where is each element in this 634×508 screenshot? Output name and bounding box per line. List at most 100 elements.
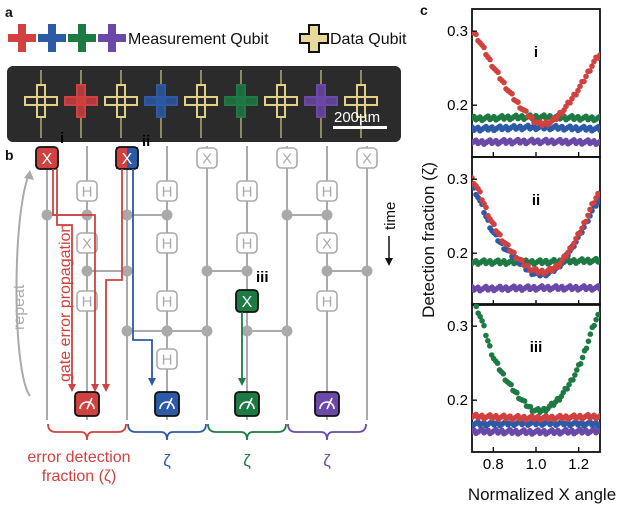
plot-panel-ii: 0.2 0.3 ii bbox=[447, 156, 601, 306]
x-gate: X bbox=[76, 232, 98, 254]
propagation-path-red bbox=[105, 169, 123, 390]
cnot-target-dot bbox=[321, 209, 333, 221]
detection-fraction-plots: 0.2 0.3 i 0.2 0.3 ii 0.2 0.3 iii 0.8 1.0 1.2 bbox=[447, 8, 601, 473]
series-red bbox=[472, 29, 600, 129]
scale-bar bbox=[333, 126, 387, 129]
series-green bbox=[472, 255, 600, 267]
cnot-control-dot bbox=[241, 325, 253, 337]
data-point bbox=[511, 249, 517, 256]
gate-label: H bbox=[322, 184, 333, 201]
gate-label: X bbox=[282, 151, 292, 168]
series-purple bbox=[472, 426, 600, 437]
cnot-target-dot bbox=[121, 265, 133, 277]
chip-measurement-qubit-green bbox=[224, 70, 258, 138]
data-point bbox=[479, 318, 485, 324]
cnot-control-dot bbox=[201, 265, 213, 277]
data-point bbox=[566, 381, 572, 388]
data-point bbox=[570, 377, 576, 383]
data-point bbox=[491, 221, 497, 228]
time-arrowhead-icon bbox=[385, 258, 393, 266]
data-point bbox=[483, 204, 489, 211]
repeat-arrow bbox=[15, 171, 31, 397]
marker-i: i bbox=[60, 130, 64, 147]
chip-image: 200µm bbox=[7, 66, 401, 142]
meter-needle-icon bbox=[86, 397, 93, 410]
meter-needle-icon bbox=[326, 397, 333, 410]
data-point bbox=[579, 225, 585, 232]
data-point bbox=[573, 92, 579, 98]
data-point bbox=[571, 240, 577, 247]
gate-label: H bbox=[242, 236, 253, 253]
y-tick-label: 0.3 bbox=[447, 23, 468, 40]
h-gate: H bbox=[156, 290, 178, 312]
data-point bbox=[587, 206, 593, 213]
y-axis-label: Detection fraction (ζ) bbox=[419, 162, 438, 318]
x-tick-label: 0.8 bbox=[483, 456, 504, 473]
cnot-target-dot bbox=[201, 325, 213, 337]
series-purple bbox=[472, 283, 600, 294]
arrowhead-icon bbox=[238, 378, 246, 386]
data-qubit-cross-icon bbox=[299, 24, 329, 53]
fraction-label-line2: fraction (ζ) bbox=[42, 468, 117, 485]
x-gate: X bbox=[196, 147, 218, 169]
data-point bbox=[573, 235, 579, 242]
h-gate: H bbox=[156, 180, 178, 202]
cnot-target-dot bbox=[241, 265, 253, 277]
data-point bbox=[585, 212, 591, 219]
data-point bbox=[481, 44, 487, 51]
data-point bbox=[591, 58, 597, 65]
data-point bbox=[597, 421, 600, 428]
gate-label: X bbox=[202, 151, 212, 168]
cnot-target-dot bbox=[161, 209, 173, 221]
data-point bbox=[521, 398, 528, 404]
x-tick-label: 1.0 bbox=[526, 456, 547, 473]
measurement-qubit-cross-icon-green bbox=[68, 24, 96, 52]
gate-label: X bbox=[122, 151, 133, 168]
chip-data-qubit bbox=[24, 70, 58, 138]
gate-label: H bbox=[162, 352, 173, 369]
data-point bbox=[597, 286, 600, 293]
time-label: time bbox=[382, 202, 399, 230]
data-point bbox=[501, 79, 507, 86]
data-point bbox=[569, 95, 575, 102]
measurement-qubit-label: Measurement Qubit bbox=[128, 31, 269, 48]
data-point bbox=[577, 360, 584, 367]
data-point bbox=[477, 188, 483, 195]
gate-label: X bbox=[42, 151, 53, 168]
data-point bbox=[597, 127, 600, 134]
cnot-target-dot bbox=[361, 265, 373, 277]
data-point bbox=[583, 73, 589, 80]
data-point bbox=[519, 257, 525, 263]
series-green bbox=[473, 304, 600, 415]
h-gate: H bbox=[316, 180, 338, 202]
data-point bbox=[577, 83, 583, 90]
data-point bbox=[563, 254, 569, 260]
meter-arc-icon bbox=[239, 401, 255, 410]
error-x-gate-red: X bbox=[35, 146, 59, 170]
meter-arc-icon bbox=[79, 401, 95, 410]
data-points bbox=[472, 304, 600, 437]
y-tick-label: 0.2 bbox=[447, 392, 468, 409]
fraction-label-line1: error detection bbox=[27, 449, 130, 466]
cnot-target-dot bbox=[161, 325, 173, 337]
error-x-gate-green: X bbox=[235, 289, 259, 313]
data-point bbox=[597, 138, 600, 145]
data-point bbox=[593, 316, 599, 323]
data-point bbox=[574, 367, 580, 373]
plot-marker-i: i bbox=[534, 44, 538, 61]
arrowhead-icon bbox=[102, 384, 110, 392]
y-tick-label: 0.2 bbox=[447, 97, 468, 114]
brace-red bbox=[47, 423, 127, 441]
data-point bbox=[483, 332, 489, 339]
h-gate: H bbox=[76, 180, 98, 202]
brace-green bbox=[207, 423, 287, 441]
data-point bbox=[579, 354, 586, 361]
data-point bbox=[581, 78, 587, 85]
measurement-qubit-cross-icon-blue bbox=[38, 24, 66, 52]
plot-panel-iii: 0.2 0.3 iii bbox=[447, 303, 601, 453]
repeat-arrowhead-icon bbox=[24, 170, 34, 180]
data-point bbox=[505, 242, 511, 248]
data-point bbox=[500, 370, 507, 377]
h-gate: H bbox=[76, 290, 98, 312]
data-point bbox=[485, 338, 491, 344]
